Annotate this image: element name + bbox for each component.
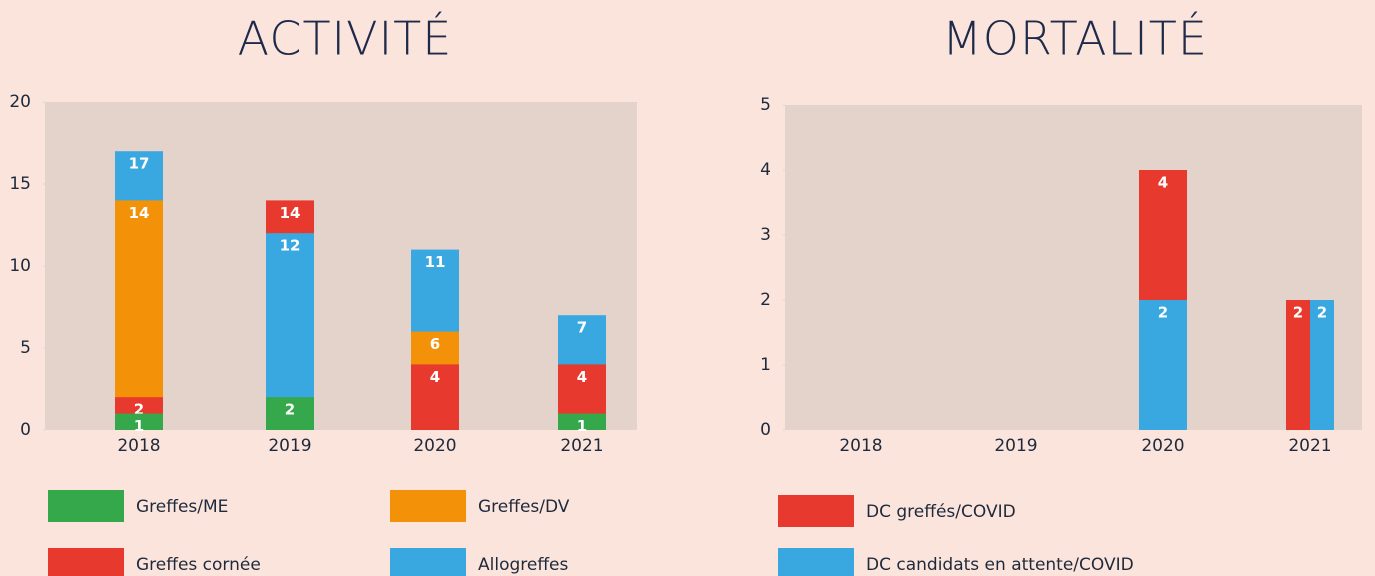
x-tick-label: 2019 xyxy=(994,436,1037,456)
x-tick-label: 2018 xyxy=(117,436,160,456)
y-tick-label: 20 xyxy=(9,92,31,112)
y-tick-label: 3 xyxy=(760,225,771,245)
bar-label: 2 xyxy=(1293,304,1303,322)
y-tick-label: 4 xyxy=(760,160,771,180)
legend-swatch xyxy=(778,495,854,527)
bar xyxy=(266,397,314,430)
bar-label: 11 xyxy=(425,253,446,271)
y-tick-label: 15 xyxy=(9,174,31,194)
bar xyxy=(1310,300,1334,430)
bar-label: 4 xyxy=(1158,174,1168,192)
bar-label: 4 xyxy=(577,368,587,386)
x-tick-label: 2021 xyxy=(1288,436,1331,456)
x-tick-label: 2021 xyxy=(560,436,603,456)
legend-label: Greffes cornée xyxy=(136,555,261,575)
bar-label: 14 xyxy=(280,204,301,222)
legend-swatch xyxy=(390,490,466,522)
bar xyxy=(115,413,163,430)
bar xyxy=(1286,300,1310,430)
y-tick-label: 5 xyxy=(760,95,771,115)
chart-title: ACTIVITÉ xyxy=(238,12,453,66)
bar xyxy=(1139,300,1187,430)
bar-label: 14 xyxy=(129,204,150,222)
legend-swatch xyxy=(48,548,124,576)
plot-area xyxy=(785,105,1362,430)
legend-label: DC greffés/COVID xyxy=(866,502,1016,522)
bar-label: 12 xyxy=(280,237,301,255)
x-tick-label: 2020 xyxy=(413,436,456,456)
chart-title: MORTALITÉ xyxy=(942,12,1208,66)
y-tick-label: 0 xyxy=(760,420,771,440)
legend-label: DC candidats en attente/COVID xyxy=(866,555,1134,575)
bar-label: 6 xyxy=(430,335,440,353)
y-tick-label: 10 xyxy=(9,256,31,276)
x-tick-label: 2019 xyxy=(268,436,311,456)
legend-swatch xyxy=(48,490,124,522)
bar xyxy=(411,364,459,430)
y-tick-label: 1 xyxy=(760,355,771,375)
x-tick-label: 2018 xyxy=(839,436,882,456)
bar-label: 2 xyxy=(134,401,144,419)
bar-label: 1 xyxy=(134,417,144,435)
y-tick-label: 2 xyxy=(760,290,771,310)
legend-swatch xyxy=(390,548,466,576)
legend-label: Greffes/DV xyxy=(478,497,570,517)
bar-label: 7 xyxy=(577,319,587,337)
bar-label: 2 xyxy=(1317,304,1327,322)
bar xyxy=(558,413,606,430)
bar-label: 2 xyxy=(285,401,295,419)
x-tick-label: 2020 xyxy=(1141,436,1184,456)
bar-label: 17 xyxy=(129,155,150,173)
bar-label: 4 xyxy=(430,368,440,386)
bar-label: 1 xyxy=(577,417,587,435)
y-tick-label: 5 xyxy=(20,338,31,358)
legend-label: Greffes/ME xyxy=(136,497,228,517)
bar-label: 2 xyxy=(1158,304,1168,322)
bar xyxy=(115,200,163,430)
y-tick-label: 0 xyxy=(20,420,31,440)
legend-label: Allogreffes xyxy=(478,555,569,575)
legend-swatch xyxy=(778,548,854,576)
